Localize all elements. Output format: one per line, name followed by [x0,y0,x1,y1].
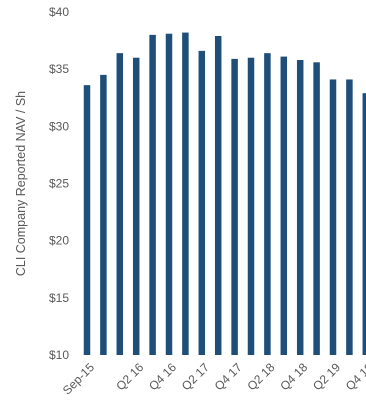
x-axis-ticks: Sep-15 Q2 16 Q4 16 Q2 17 Q4 17 Q2 18 Q4 18 Q2 1… [60,360,366,397]
y-tick-label: $20 [49,234,69,248]
bar [313,62,320,356]
x-tick-label: Q2 16 [113,360,146,393]
bar [214,36,222,355]
bar [83,85,91,356]
y-tick-label: $40 [49,5,69,19]
bar [116,53,124,355]
y-tick-label: $30 [49,119,69,133]
y-tick-label: $25 [49,177,69,191]
bar [231,58,238,355]
bar [182,32,189,355]
bar [264,53,271,355]
x-tick-label: Q2 17 [179,360,212,393]
x-tick-label: Q2 19 [310,360,343,393]
x-tick-label: Q4 17 [212,360,245,393]
y-axis-title: CLI Company Reported NAV / Sh [14,91,28,276]
bar [100,74,107,355]
bar [346,79,353,356]
bar [132,57,140,355]
x-tick-label: Q2 18 [244,360,277,393]
bar [296,60,304,356]
bar [165,33,173,355]
bar [362,93,366,356]
x-tick-label: Q4 16 [146,360,179,393]
bar [280,56,288,356]
bar [198,50,206,356]
y-tick-label: $10 [49,348,69,362]
y-tick-label: $15 [49,291,69,305]
y-axis-ticks: $10 $15 $20 $25 $30 $35 $40 [49,5,69,362]
bar [329,79,337,356]
x-tick-label: Q4 18 [277,360,310,393]
bar [247,57,255,355]
x-tick-label: Q4 19 [343,360,366,393]
bar [149,34,156,356]
x-tick-label: Sep-15 [60,360,97,397]
y-tick-label: $35 [49,62,69,76]
bars-group [83,32,366,356]
y-axis-title-group: CLI Company Reported NAV / Sh [14,91,28,276]
